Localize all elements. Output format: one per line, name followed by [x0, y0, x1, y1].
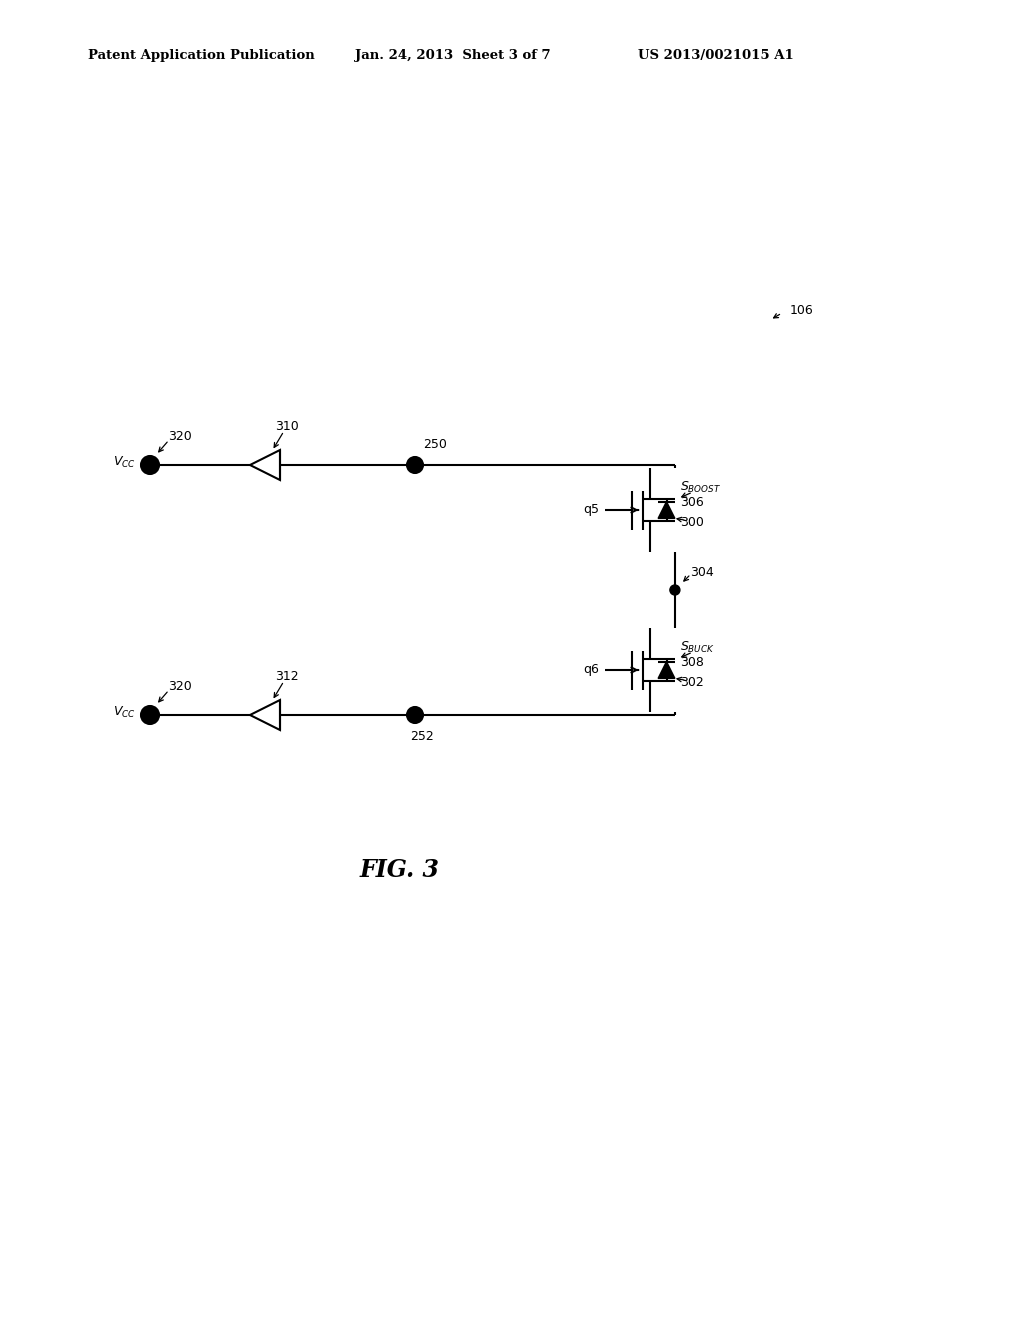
Text: $V_{CC}$: $V_{CC}$	[114, 705, 136, 719]
Polygon shape	[658, 502, 675, 519]
Text: 304: 304	[690, 565, 714, 578]
Text: 320: 320	[168, 681, 191, 693]
Text: 312: 312	[275, 671, 299, 684]
Text: $S_{BOOST}$: $S_{BOOST}$	[680, 480, 721, 495]
Circle shape	[670, 585, 680, 595]
Text: FIG. 3: FIG. 3	[360, 858, 440, 882]
Text: 252: 252	[410, 730, 434, 743]
Circle shape	[141, 706, 159, 723]
Text: 308: 308	[680, 656, 703, 669]
Text: 310: 310	[275, 421, 299, 433]
Text: Patent Application Publication: Patent Application Publication	[88, 49, 314, 62]
Circle shape	[407, 708, 423, 723]
Text: 106: 106	[790, 304, 814, 317]
Circle shape	[407, 457, 423, 473]
Text: Jan. 24, 2013  Sheet 3 of 7: Jan. 24, 2013 Sheet 3 of 7	[355, 49, 551, 62]
Text: 300: 300	[680, 516, 703, 528]
Text: q6: q6	[583, 664, 599, 676]
Text: 250: 250	[423, 438, 446, 451]
Text: 320: 320	[168, 430, 191, 444]
Text: $V_{CC}$: $V_{CC}$	[114, 454, 136, 470]
Text: US 2013/0021015 A1: US 2013/0021015 A1	[638, 49, 794, 62]
Text: 306: 306	[680, 496, 703, 510]
Polygon shape	[658, 661, 675, 678]
Circle shape	[141, 455, 159, 474]
Text: 302: 302	[680, 676, 703, 689]
Text: $S_{BUCK}$: $S_{BUCK}$	[680, 640, 715, 655]
Text: q5: q5	[583, 503, 599, 516]
